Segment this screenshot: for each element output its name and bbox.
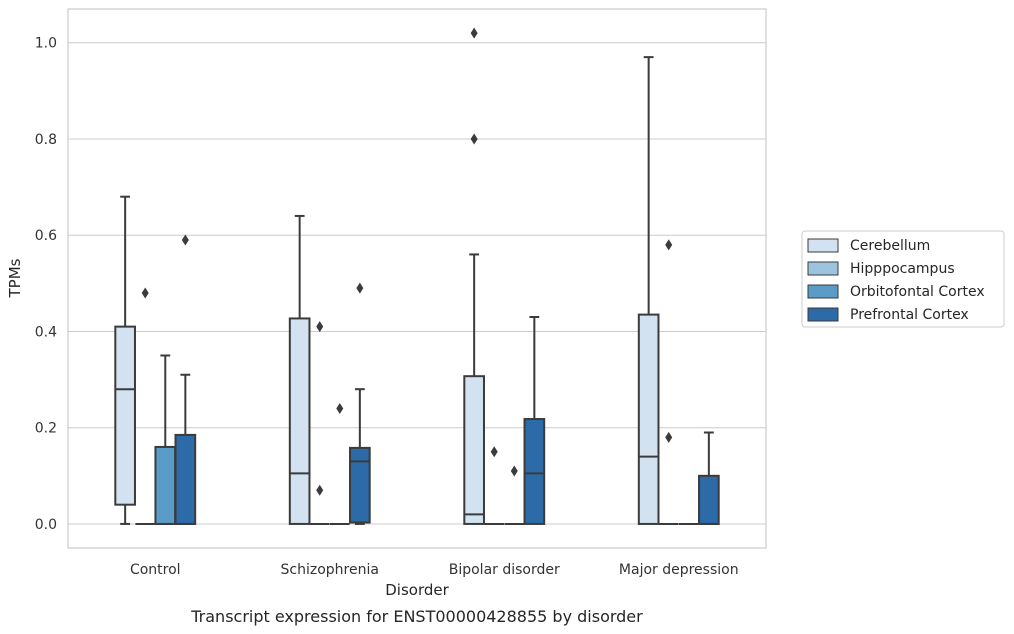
outlier-point <box>356 282 364 294</box>
outlier-point <box>665 239 673 251</box>
x-axis-label: Disorder <box>385 581 449 599</box>
box-hipppocampus-3 <box>658 239 679 525</box>
x-tick-label: Control <box>130 562 181 578</box>
box-prefrontal-cortex-0 <box>174 234 197 525</box>
x-tick-label: Major depression <box>619 562 739 578</box>
legend-frame <box>801 230 1005 328</box>
iqr-box <box>523 418 546 525</box>
legend-label: Hipppocampus <box>850 261 955 277</box>
box-cerebellum-0 <box>114 195 136 525</box>
box-hipppocampus-1 <box>309 321 330 525</box>
iqr-box <box>463 375 485 525</box>
box-prefrontal-cortex-3 <box>698 431 720 525</box>
plot-area-border <box>67 8 767 549</box>
iqr-box <box>698 474 720 525</box>
y-tick-label: 0.6 <box>35 228 57 244</box>
y-axis-ticks: 0.0 0.2 0.4 0.6 0.8 1.0 <box>35 36 57 533</box>
y-axis-label: TPMs <box>6 258 24 298</box>
y-tick-label: 1.0 <box>35 36 57 52</box>
outlier-point <box>470 27 478 39</box>
box-orbitofontal-cortex-0 <box>154 354 177 525</box>
iqr-box <box>114 325 136 506</box>
outlier-point <box>316 321 324 333</box>
y-tick-label: 0.8 <box>35 132 57 148</box>
y-tick-label: 0.4 <box>35 324 57 340</box>
outlier-point <box>470 133 478 145</box>
box-hipppocampus-2 <box>484 446 505 525</box>
box-cerebellum-3 <box>637 56 660 525</box>
outlier-point <box>316 484 324 496</box>
box-prefrontal-cortex-2 <box>523 316 546 525</box>
iqr-box <box>349 446 371 524</box>
iqr-box <box>288 317 311 525</box>
outlier-point <box>336 402 344 414</box>
legend-swatch <box>807 261 839 276</box>
outlier-point <box>665 431 673 443</box>
box-orbitofontal-cortex-2 <box>504 465 525 525</box>
chart-caption: Transcript expression for ENST0000042885… <box>190 607 643 626</box>
legend-label: Cerebellum <box>850 238 930 254</box>
legend-label: Orbitofontal Cortex <box>850 284 985 300</box>
legend-swatch <box>807 284 839 299</box>
y-tick-label: 0.0 <box>35 517 57 533</box>
box-cerebellum-2 <box>463 27 485 525</box>
box-orbitofontal-cortex-1 <box>329 402 350 525</box>
iqr-box <box>154 445 177 525</box>
box-prefrontal-cortex-1 <box>349 282 371 525</box>
x-axis-ticks: Control Schizophrenia Bipolar disorder Majo… <box>130 562 739 578</box>
outlier-point <box>141 287 149 299</box>
legend-label: Prefrontal Cortex <box>850 307 969 323</box>
iqr-box <box>637 313 660 525</box>
x-tick-label: Schizophrenia <box>281 562 379 578</box>
legend-swatch <box>807 238 839 253</box>
iqr-box <box>174 433 197 525</box>
legend: Cerebellum Hipppocampus Orbitofontal Corte… <box>801 230 1005 328</box>
outlier-point <box>181 234 189 246</box>
box-cerebellum-1 <box>288 214 311 525</box>
outlier-point <box>510 465 518 477</box>
outlier-point <box>490 446 498 458</box>
box-hipppocampus-0 <box>135 287 156 525</box>
y-tick-label: 0.2 <box>35 421 57 437</box>
x-tick-label: Bipolar disorder <box>449 562 560 578</box>
legend-swatch <box>807 307 839 322</box>
box-plot-series <box>114 27 720 525</box>
